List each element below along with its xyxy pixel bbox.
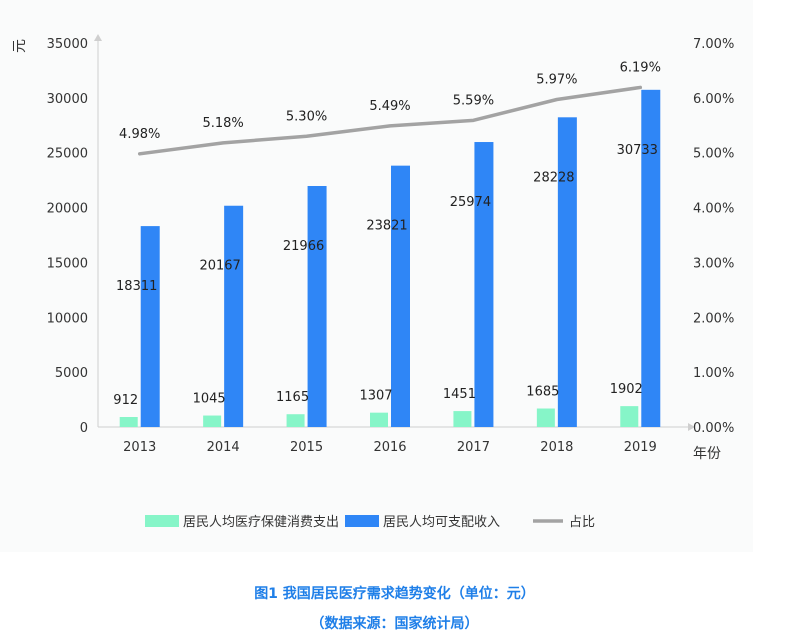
income-label: 28228: [533, 170, 574, 185]
income-label: 25974: [450, 195, 491, 210]
y-axis-title: 元: [12, 39, 28, 53]
income-bar: [557, 117, 577, 427]
x-axis-arrow: [688, 423, 695, 431]
health-spend-bar: [203, 415, 222, 427]
health-spend-bar: [620, 406, 639, 427]
health-spend-label: 1045: [193, 392, 226, 407]
x-tick-label: 2016: [373, 440, 406, 455]
y2-tick-label: 3.00%: [693, 256, 734, 271]
x-tick-label: 2014: [207, 440, 240, 455]
figure-caption: 图1 我国居民医疗需求趋势变化（单位：元）: [254, 586, 535, 602]
y-tick-label: 35000: [47, 37, 88, 52]
income-bar: [224, 205, 244, 427]
legend-label-income: 居民人均可支配收入: [383, 515, 500, 530]
health-spend-bar: [286, 414, 305, 427]
y2-tick-label: 2.00%: [693, 311, 734, 326]
legend-label-health-spend: 居民人均医疗保健消费支出: [183, 515, 339, 530]
y-axis-arrow: [94, 34, 102, 41]
health-spend-label: 1307: [359, 389, 392, 404]
income-bar: [391, 165, 410, 427]
y2-tick-label: 5.00%: [693, 147, 734, 162]
figure-source: （数据来源：国家统计局）: [310, 616, 479, 632]
y2-tick-label: 6.00%: [693, 92, 734, 107]
legend-swatch-health-spend: [145, 515, 179, 527]
ratio-label: 5.18%: [202, 116, 243, 131]
y-tick-label: 25000: [47, 147, 88, 162]
y-tick-label: 20000: [47, 202, 88, 217]
ratio-line: [137, 85, 643, 156]
y2-tick-label: 0.00%: [693, 421, 734, 436]
x-tick-label: 2015: [290, 440, 323, 455]
combo-chart: 0 5000 10000 15000 20000 25000 30000 35000 0.00%…: [12, 34, 734, 530]
ratio-label: 4.98%: [119, 127, 160, 142]
y-tick-label: 10000: [47, 311, 88, 326]
x-tick-label: 2018: [540, 440, 573, 455]
ratio-label: 5.97%: [536, 73, 577, 88]
x-axis-title: 年份: [693, 446, 721, 462]
health-spend-bar: [370, 412, 388, 427]
ratio-label: 5.30%: [286, 109, 327, 124]
health-spend-bar: [453, 411, 472, 427]
income-bar: [307, 186, 327, 427]
x-tick-label: 2019: [624, 440, 657, 455]
ratio-label: 6.19%: [620, 60, 661, 75]
ratio-label: 5.59%: [453, 93, 494, 108]
health-spend-label: 1451: [443, 387, 476, 402]
y-tick-label: 15000: [47, 256, 88, 271]
x-tick-label: 2013: [123, 440, 156, 455]
health-spend-label: 1165: [276, 390, 309, 405]
income-label: 20167: [199, 259, 240, 274]
y-tick-label: 0: [80, 421, 88, 436]
income-bar: [140, 226, 160, 427]
y2-tick-label: 4.00%: [693, 202, 734, 217]
income-label: 30733: [617, 143, 658, 158]
ratio-label: 5.49%: [369, 99, 410, 114]
y2-tick-label: 1.00%: [693, 366, 734, 381]
income-bar: [641, 89, 661, 427]
legend-label-ratio: 占比: [569, 515, 595, 530]
income-label: 23821: [366, 219, 407, 234]
income-bar: [474, 142, 494, 427]
income-label: 18311: [116, 279, 157, 294]
health-spend-bar: [536, 408, 555, 427]
health-spend-label: 1902: [610, 382, 643, 397]
legend-swatch-income: [345, 515, 379, 527]
x-tick-label: 2017: [457, 440, 490, 455]
y2-tick-label: 7.00%: [693, 37, 734, 52]
y-tick-label: 30000: [47, 92, 88, 107]
health-spend-label: 912: [113, 393, 138, 408]
y-tick-label: 5000: [55, 366, 88, 381]
health-spend-label: 1685: [526, 385, 559, 400]
income-label: 21966: [283, 239, 324, 254]
chart-panel: [0, 0, 753, 552]
health-spend-bar: [119, 416, 138, 427]
